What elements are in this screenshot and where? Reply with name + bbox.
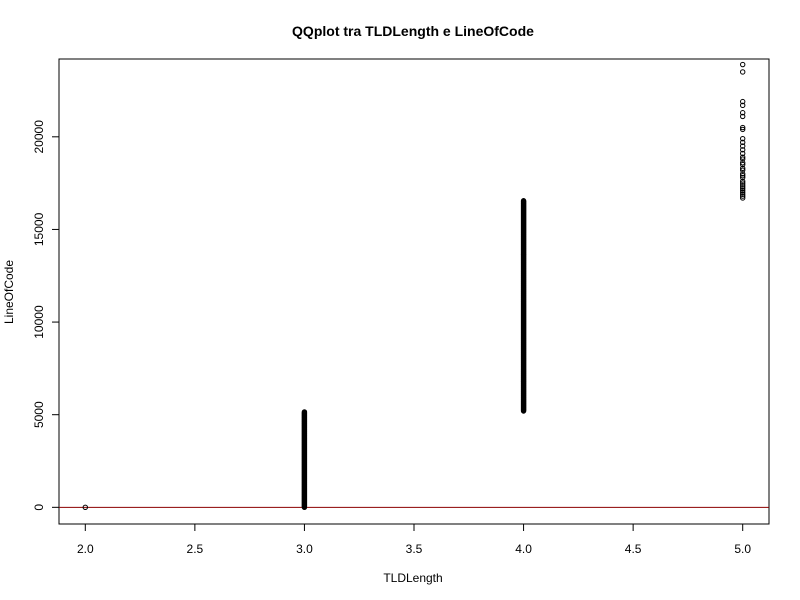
x-tick-label: 3.0 bbox=[296, 542, 313, 556]
y-tick-label: 0 bbox=[32, 504, 46, 511]
x-axis-label: TLDLength bbox=[383, 571, 442, 585]
x-tick-label: 5.0 bbox=[734, 542, 751, 556]
x-tick-label: 4.5 bbox=[625, 542, 642, 556]
data-point bbox=[740, 161, 746, 168]
data-point bbox=[740, 189, 746, 196]
x-tick-label: 4.0 bbox=[515, 542, 532, 556]
data-point bbox=[740, 167, 746, 173]
data-point bbox=[740, 160, 746, 166]
data-point bbox=[740, 195, 746, 201]
y-axis-label: LineOfCode bbox=[2, 260, 16, 324]
data-point bbox=[740, 154, 746, 160]
data-point bbox=[740, 185, 746, 192]
data-point bbox=[740, 191, 746, 197]
data-point bbox=[301, 409, 308, 415]
y-tick-label: 5000 bbox=[32, 401, 46, 428]
x-axis: 2.0 2.5 3.0 3.5 4.0 4.5 5.0 bbox=[77, 523, 751, 556]
y-tick-label: 15000 bbox=[32, 212, 46, 246]
chart-title: QQplot tra TLDLength e LineOfCode bbox=[292, 23, 534, 39]
y-tick-label: 20000 bbox=[32, 120, 46, 154]
data-point bbox=[740, 171, 746, 177]
data-point bbox=[740, 156, 746, 162]
data-point bbox=[740, 165, 746, 172]
data-point bbox=[82, 504, 88, 511]
data-point bbox=[740, 110, 746, 116]
data-point bbox=[740, 113, 746, 120]
data-points bbox=[82, 61, 746, 511]
data-point bbox=[740, 180, 746, 186]
data-point bbox=[740, 147, 746, 153]
data-point bbox=[740, 139, 746, 146]
x-tick-label: 2.5 bbox=[187, 542, 204, 556]
data-point bbox=[740, 184, 746, 190]
data-point bbox=[740, 126, 746, 133]
y-tick-label: 10000 bbox=[32, 305, 46, 339]
data-point bbox=[740, 69, 746, 75]
y-axis: 0 5000 10000 15000 20000 bbox=[32, 120, 60, 511]
data-point bbox=[740, 143, 746, 149]
data-point bbox=[740, 193, 746, 199]
data-point bbox=[740, 135, 746, 142]
data-point bbox=[740, 61, 746, 68]
data-point bbox=[740, 182, 746, 188]
data-point bbox=[740, 187, 746, 194]
plot-frame bbox=[58, 58, 770, 525]
data-point bbox=[740, 174, 746, 181]
data-point bbox=[740, 98, 746, 105]
data-point bbox=[740, 150, 746, 157]
data-point bbox=[740, 178, 746, 184]
data-point bbox=[520, 198, 527, 204]
data-point bbox=[740, 102, 746, 109]
x-tick-label: 2.0 bbox=[77, 542, 94, 556]
x-tick-label: 3.5 bbox=[406, 542, 423, 556]
data-point bbox=[740, 173, 746, 179]
data-point bbox=[740, 124, 746, 131]
